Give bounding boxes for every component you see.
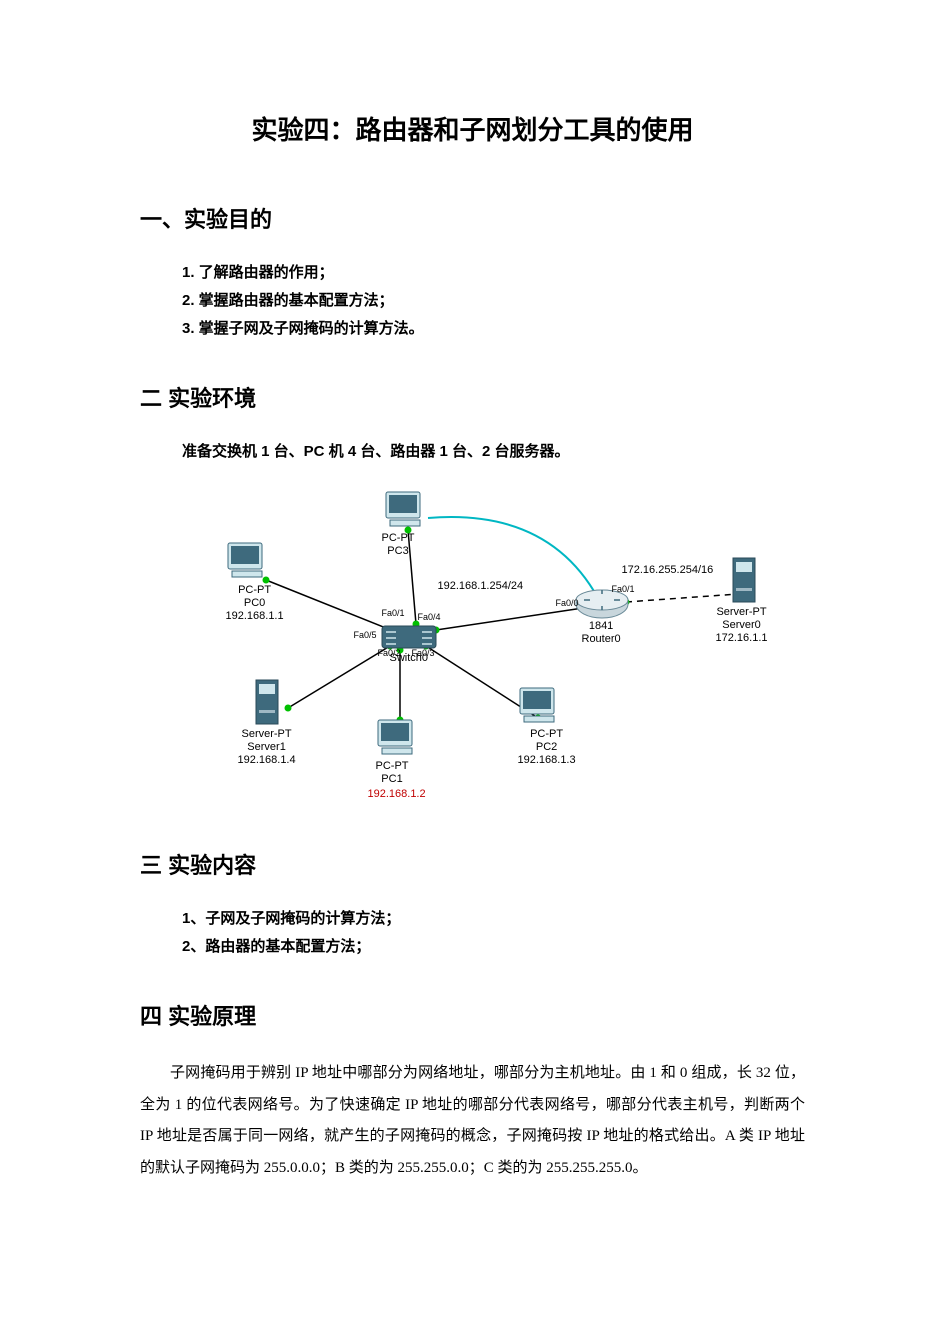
section-2-heading: 二 实验环境 [140, 381, 805, 416]
port-fa04: Fa0/4 [418, 610, 441, 624]
port-fa03: Fa0/3 [412, 646, 435, 660]
pc1-ip: 192.168.1.2 [368, 788, 426, 801]
server1-label: Server-PT Server1 192.168.1.4 [238, 728, 296, 768]
content-item-1: 1、子网及子网掩码的计算方法； [182, 907, 805, 931]
section-4-heading: 四 实验原理 [140, 999, 805, 1034]
pc2-label: PC-PT PC2 192.168.1.3 [518, 728, 576, 768]
pc1-label: PC-PT PC1 [376, 760, 409, 786]
content-item-2: 2、路由器的基本配置方法； [182, 935, 805, 959]
router-label: 1841 Router0 [582, 620, 621, 646]
objectives-list: 1. 了解路由器的作用； 2. 掌握路由器的基本配置方法； 3. 掌握子网及子网… [182, 261, 805, 341]
port-fa05: Fa0/5 [354, 628, 377, 642]
env-equipment: 准备交换机 1 台、PC 机 4 台、路由器 1 台、2 台服务器。 [182, 440, 805, 464]
port-r-fa01: Fa0/1 [612, 582, 635, 596]
content-list: 1、子网及子网掩码的计算方法； 2、路由器的基本配置方法； [182, 907, 805, 959]
objective-1: 1. 了解路由器的作用； [182, 261, 805, 285]
pc0-label: PC-PT PC0 192.168.1.1 [226, 584, 284, 624]
port-fa01: Fa0/1 [382, 606, 405, 620]
pc3-label: PC-PT PC3 [382, 532, 415, 558]
network-topology-diagram: PC-PT PC0 192.168.1.1 PC-PT PC3 PC-PT PC… [168, 488, 778, 808]
objective-3: 3. 掌握子网及子网掩码的计算方法。 [182, 317, 805, 341]
page-title: 实验四：路由器和子网划分工具的使用 [140, 110, 805, 152]
principle-paragraph: 子网掩码用于辨别 IP 地址中哪部分为网络地址，哪部分为主机地址。由 1 和 0… [140, 1058, 805, 1184]
gateway-1-annot: 192.168.1.254/24 [438, 578, 524, 596]
section-1-heading: 一、实验目的 [140, 202, 805, 237]
gateway-2-annot: 172.16.255.254/16 [622, 562, 714, 580]
objective-2: 2. 掌握路由器的基本配置方法； [182, 289, 805, 313]
port-r-fa00: Fa0/0 [556, 596, 579, 610]
server0-label: Server-PT Server0 172.16.1.1 [716, 606, 768, 646]
port-fa02: Fa0/2 [378, 646, 401, 660]
section-3-heading: 三 实验内容 [140, 848, 805, 883]
